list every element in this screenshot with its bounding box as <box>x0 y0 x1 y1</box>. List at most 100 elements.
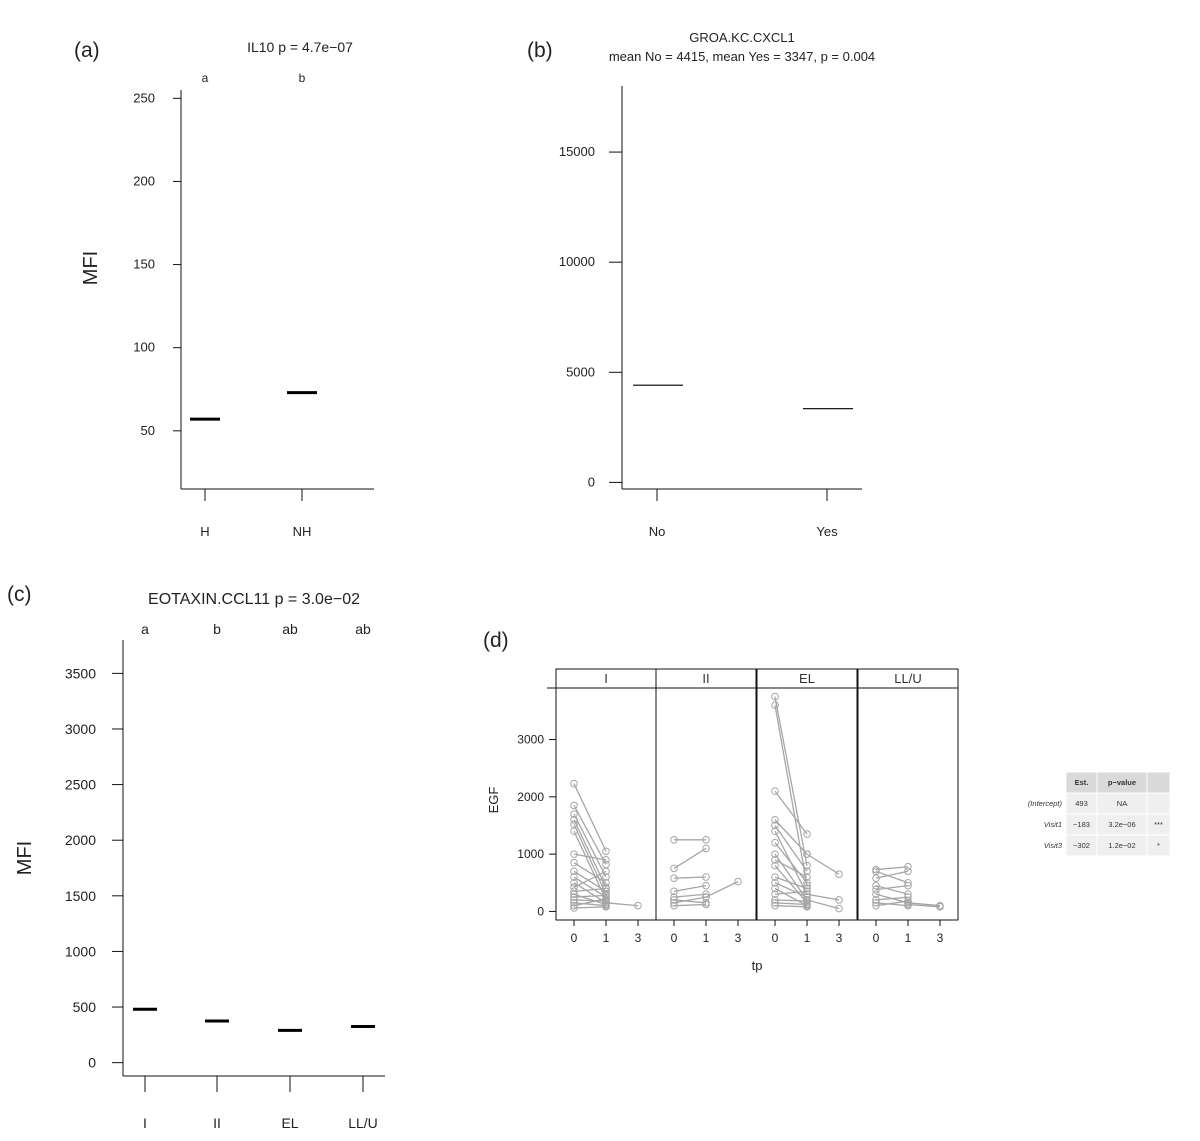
panel-d-table-cell: NA <box>1117 799 1127 808</box>
panel-d-point <box>602 895 610 903</box>
panel-d-point <box>670 864 678 873</box>
panel-c-ytick-label: 3000 <box>65 721 96 737</box>
panel-d-point <box>570 890 578 899</box>
panel-d-series-line <box>573 805 607 865</box>
panel-d-series-line <box>774 790 808 835</box>
panel-d-series-line <box>774 902 808 906</box>
panel-d-point <box>771 838 779 847</box>
panel-c-title: EOTAXIN.CCL11 p = 3.0e−02 <box>148 591 360 608</box>
panel-c-group-letter: a <box>141 621 149 637</box>
panel-d-point <box>904 862 912 871</box>
panel-c-xtick-label: II <box>213 1115 221 1131</box>
panel-d-point <box>570 878 578 887</box>
panel-d-table-cell: 3.2e−06 <box>1108 820 1135 829</box>
panel-d-point <box>803 900 811 909</box>
panel-d-series-line <box>806 893 840 901</box>
panel-d-series-line <box>907 902 941 907</box>
panel-d-point <box>872 890 880 899</box>
panel-d-ylabel: EGF <box>486 787 501 814</box>
panel-d-point <box>634 901 642 910</box>
panel-d-point <box>570 850 578 858</box>
panel-d-point <box>771 701 779 709</box>
panel-d-series-line <box>907 903 941 908</box>
panel-d-series-line <box>875 884 909 891</box>
panel-c-group-letter: ab <box>282 621 298 637</box>
panel-d-point <box>803 896 811 904</box>
panel-d-series-line <box>573 876 607 898</box>
panel-label-b: (b) <box>527 39 553 62</box>
panel-d-ytick-label: 0 <box>537 904 544 918</box>
panel-d-ytick-label: 1000 <box>517 847 544 861</box>
panel-d-point <box>835 870 843 878</box>
panel-d-series-line <box>605 902 639 907</box>
panel-c-xtick-label: I <box>143 1115 147 1131</box>
panel-d-point <box>670 901 678 910</box>
panel-d-series-line <box>573 870 607 892</box>
panel-d-table-cell: −183 <box>1073 820 1090 829</box>
panel-d-point <box>570 810 578 818</box>
panel-c-ylabel: MFI <box>14 841 36 875</box>
panel-d-point <box>803 873 811 881</box>
panel-b-chart: GROA.KC.CXCL1 mean No = 4415, mean Yes =… <box>559 30 875 539</box>
panel-d-series-line <box>774 825 808 872</box>
panel-d-point <box>670 874 678 882</box>
panel-d-series-line <box>573 906 607 909</box>
panel-d-point <box>803 890 811 899</box>
panel-d-series-line <box>774 865 808 904</box>
panel-a-ytick-label: 200 <box>133 173 155 188</box>
panel-d-series-line <box>806 899 840 910</box>
panel-d-point <box>602 899 610 907</box>
panel-d-series-line <box>705 881 739 898</box>
panel-d-point <box>803 830 811 838</box>
panel-d-strip-label: II <box>702 671 709 686</box>
panel-d-point <box>570 858 578 867</box>
panel-d-series-line <box>774 842 808 884</box>
panel-label-d: (d) <box>483 629 509 652</box>
panel-d-point <box>771 873 779 881</box>
panel-d-point <box>771 861 779 870</box>
panel-d-series-line <box>875 870 909 884</box>
panel-d-series-line <box>774 819 808 855</box>
panel-d-table-row-label: Visit1 <box>1044 820 1062 829</box>
panel-d-table-cell: * <box>1157 841 1160 850</box>
panel-d-series-line <box>774 859 808 878</box>
panel-d-point <box>771 856 779 864</box>
panel-d-point <box>872 874 880 882</box>
panel-d-point <box>904 867 912 876</box>
panel-d-table-row-label: (Intercept) <box>1028 799 1063 808</box>
panel-d-series-line <box>673 896 707 904</box>
panel-d-series-line <box>573 824 607 895</box>
panel-b-xtick-label: No <box>649 524 666 539</box>
panel-d-series-line <box>573 894 607 898</box>
panel-d-table-header-cell <box>1146 771 1171 794</box>
panel-d-point <box>670 887 678 896</box>
panel-d-point <box>803 867 811 876</box>
panel-a-ytick-label: 150 <box>133 257 155 272</box>
panel-d-table-header: Est. <box>1075 778 1089 787</box>
panel-d-point <box>602 903 610 911</box>
panel-d-series-line <box>573 899 607 902</box>
panel-d-point <box>702 873 710 881</box>
panel-c-xtick-label: EL <box>281 1115 298 1131</box>
panel-d-point <box>602 867 610 876</box>
panel-d-point <box>570 901 578 910</box>
panel-d-series-line <box>573 893 607 906</box>
panel-d-strip-label: LL/U <box>894 671 921 686</box>
panel-d-point <box>872 885 880 894</box>
panel-d-point <box>872 899 880 907</box>
panel-d-point <box>670 836 678 844</box>
panel-d-point <box>602 847 610 856</box>
panel-d-point <box>904 900 912 909</box>
panel-d-series-line <box>875 902 909 907</box>
panel-d-point <box>702 844 710 853</box>
panel-d-table-cell: −302 <box>1073 841 1090 850</box>
panel-c-xtick-label: LL/U <box>348 1115 378 1131</box>
panel-a-ytick-label: 50 <box>141 423 155 438</box>
panel-d-point <box>570 779 578 788</box>
panel-d-point <box>570 815 578 824</box>
panel-d-point <box>570 801 578 810</box>
panel-d-point <box>602 856 610 864</box>
panel-c-ytick-label: 1000 <box>65 943 96 959</box>
